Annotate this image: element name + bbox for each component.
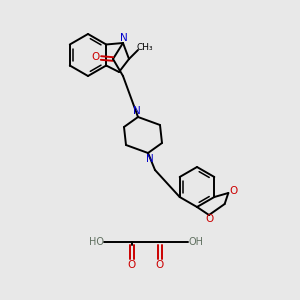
Text: O: O [229, 186, 237, 196]
Text: O: O [156, 260, 164, 270]
Text: N: N [146, 154, 154, 164]
Text: N: N [120, 33, 128, 43]
Text: O: O [128, 260, 136, 270]
Text: HO: HO [88, 237, 104, 247]
Text: OH: OH [188, 237, 203, 247]
Text: CH₃: CH₃ [137, 43, 153, 52]
Text: N: N [133, 106, 141, 116]
Text: O: O [92, 52, 100, 62]
Text: O: O [206, 214, 214, 224]
